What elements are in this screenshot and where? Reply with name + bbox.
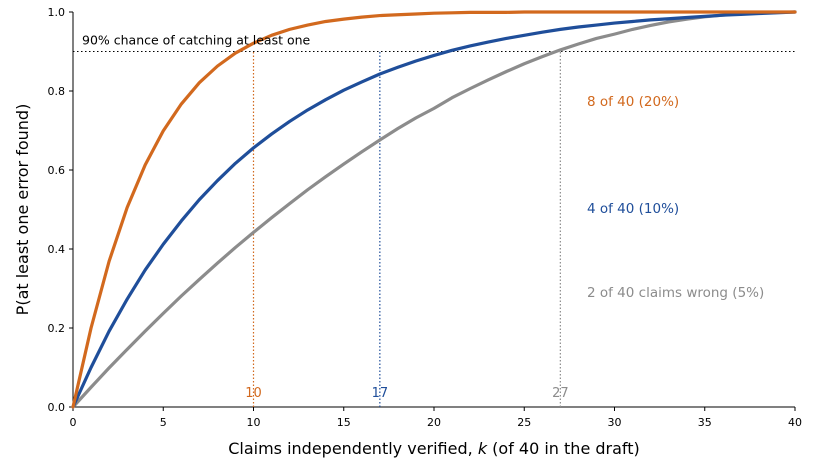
series-line	[71, 10, 797, 409]
x-tick-label: 35	[698, 416, 712, 429]
y-tick-label: 0.8	[48, 85, 66, 98]
y-tick-label: 0.6	[48, 164, 66, 177]
y-tick-label: 1.0	[48, 6, 66, 19]
series-label: 8 of 40 (20%)	[587, 94, 679, 110]
x-tick-label: 10	[247, 416, 261, 429]
crossing-label: 27	[552, 386, 569, 401]
crossing-label: 10	[245, 386, 262, 401]
x-tick-label: 5	[160, 416, 167, 429]
x-tick-label: 25	[517, 416, 531, 429]
x-tick-label: 0	[70, 416, 77, 429]
x-axis-title-suffix: (of 40 in the draft)	[487, 439, 640, 458]
x-axis-title-variable: k	[478, 439, 488, 458]
series-line	[71, 10, 797, 409]
series-label: 2 of 40 claims wrong (5%)	[587, 285, 764, 301]
y-axis-title: P(at least one error found)	[13, 104, 32, 316]
x-tick-label: 30	[608, 416, 622, 429]
crossing-label: 17	[372, 386, 389, 401]
y-tick-label: 0.2	[48, 322, 66, 335]
x-axis-title-prefix: Claims independently verified,	[228, 439, 478, 458]
plot-area: 0 5 10 15 20 25 30 35 40 0.0 0.2 0.4 0.6 0.8 1.0 10 17 27…	[48, 6, 803, 429]
x-tick-label: 20	[427, 416, 441, 429]
x-axis-title: Claims independently verified, k (of 40 …	[228, 439, 640, 458]
series-label: 4 of 40 (10%)	[587, 201, 679, 217]
threshold-label: 90% chance of catching at least one	[82, 33, 311, 48]
y-tick-label: 0.0	[48, 401, 66, 414]
x-tick-label: 15	[337, 416, 351, 429]
series-line	[71, 10, 797, 409]
y-tick-label: 0.4	[48, 243, 66, 256]
x-tick-label: 40	[788, 416, 802, 429]
